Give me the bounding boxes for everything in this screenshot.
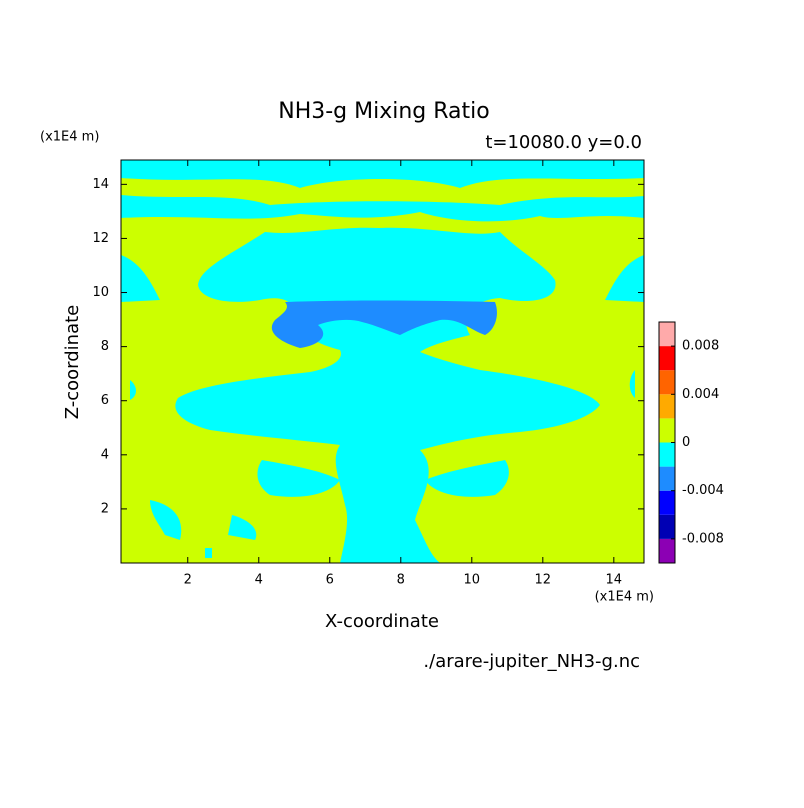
contour-region [175,227,600,563]
colorbar-tick-label: -0.004 [682,483,724,498]
colorbar-segment [659,370,675,395]
x-tick-label: 10 [464,573,481,588]
contour-region [205,548,212,558]
contour-region [130,380,136,400]
plot-frame [120,159,645,564]
x-tick-label: 2 [184,573,192,588]
y-unit: (x1E4 m) [40,130,99,145]
contour-region [425,460,509,497]
colorbar-segment [659,346,675,371]
y-axis-label: Z-coordinate [62,305,83,420]
chart-subtitle: t=10080.0 y=0.0 [485,132,642,153]
colorbar-tick-label: 0 [682,435,690,450]
contour-region [121,160,644,188]
colorbar-segment [659,538,675,563]
colorbar-segment [659,442,675,467]
x-unit: (x1E4 m) [595,590,654,605]
chart-title: NH3-g Mixing Ratio [278,99,490,124]
contour-region [121,195,644,222]
y-tick-label: 8 [101,339,109,354]
x-tick-label: 14 [606,573,623,588]
contour-region [228,515,257,540]
contour-field [121,160,644,563]
y-tick-label: 10 [92,285,109,300]
contour-region [257,460,340,497]
colorbar-segment [659,418,675,443]
colorbar-tick-label: -0.008 [682,531,724,546]
contour-region [605,255,644,302]
colorbar-tick-label: 0.008 [682,339,719,354]
colorbar-tick-label: 0.004 [682,387,719,402]
colorbar-segment [659,490,675,515]
colorbar-segment [659,394,675,419]
x-tick-label: 12 [535,573,552,588]
colorbar-segment [659,466,675,491]
y-tick-label: 14 [92,177,109,192]
contour-region [121,255,160,302]
y-tick-label: 12 [92,231,109,246]
contour-region [150,500,182,540]
colorbar-segment [659,322,675,347]
x-tick-label: 4 [255,573,263,588]
contour-region [629,370,635,398]
x-tick-label: 6 [326,573,334,588]
x-tick-label: 8 [397,573,405,588]
x-axis-label: X-coordinate [325,611,439,632]
y-tick-label: 4 [101,447,109,462]
contour-region [271,300,497,348]
y-tick-label: 2 [101,501,109,516]
colorbar-segment [659,514,675,539]
y-tick-label: 6 [101,393,109,408]
source-file: ./arare-jupiter_NH3-g.nc [423,651,640,672]
